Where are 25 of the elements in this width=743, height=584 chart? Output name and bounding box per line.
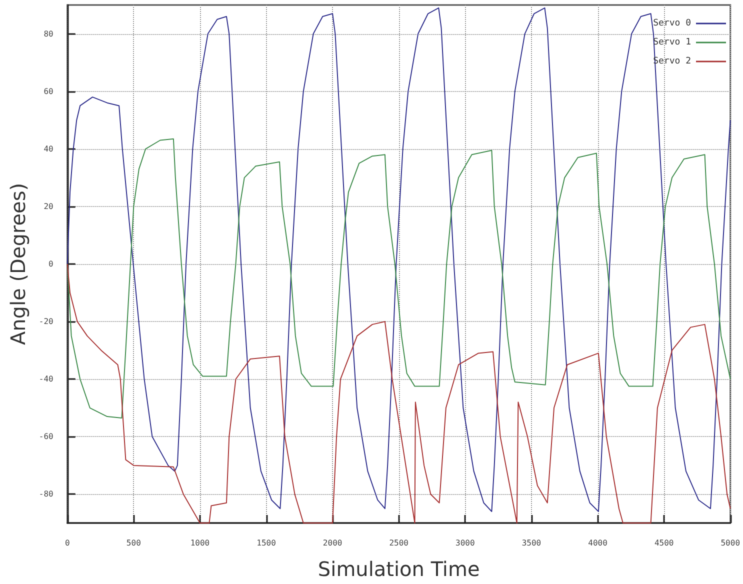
x-tick-label: 0 <box>64 538 70 548</box>
x-tick-label: 1500 <box>256 538 276 548</box>
y-tick-label: -80 <box>38 490 54 499</box>
legend-label: Servo 0 <box>653 18 691 28</box>
x-tick-label: 3000 <box>456 538 475 548</box>
x-tick-label: 2500 <box>389 538 409 548</box>
y-tick-label: -60 <box>38 432 54 442</box>
x-tick-label: 4500 <box>654 538 674 548</box>
y-axis-title: Angle (Degrees) <box>6 182 30 346</box>
y-tick-label: 20 <box>44 202 54 211</box>
x-tick-label: 5000 <box>720 538 740 548</box>
y-tick-label: -40 <box>38 374 54 384</box>
y-tick-label: 60 <box>44 86 54 96</box>
y-tick-label: 0 <box>48 260 54 268</box>
line-series <box>66 7 731 512</box>
x-axis-title: Simulation Time <box>318 557 480 581</box>
x-tick-label: 3500 <box>522 538 542 548</box>
x-tick-label: 4000 <box>588 538 608 548</box>
x-tick-label: 2000 <box>322 538 342 548</box>
line-series <box>66 138 731 418</box>
y-tick-label: 40 <box>44 144 54 154</box>
x-tick-label: 500 <box>126 538 142 548</box>
y-tick-label: -20 <box>38 317 54 326</box>
y-tick-label: 80 <box>44 29 54 38</box>
x-tick-label: 1000 <box>190 538 210 548</box>
